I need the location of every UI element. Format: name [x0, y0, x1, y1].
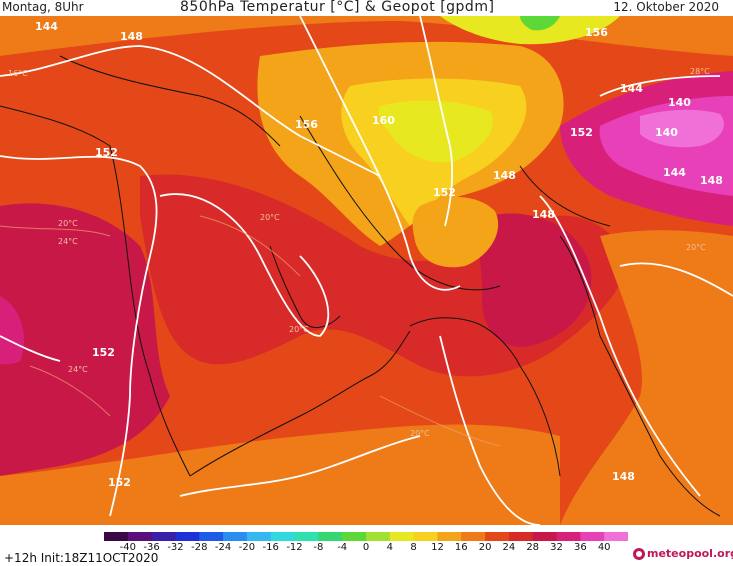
init-time: +12h Init:18Z11OCT2020	[4, 551, 159, 565]
color-scale-swatch	[270, 532, 296, 541]
header: Montag, 8Uhr 850hPa Temperatur [°C] & Ge…	[0, 0, 733, 16]
color-scale-tick: 4	[386, 542, 393, 553]
color-scale-tick: 32	[550, 542, 563, 553]
temperature-labels: 20°C 24°C 16°C 20°C 20°C 24°C 20°C 28°C …	[8, 67, 710, 438]
color-scale-tick: -28	[191, 542, 208, 553]
color-scale-tick: 28	[526, 542, 540, 553]
color-scale-tick: -32	[167, 542, 184, 553]
temp-label: 16°C	[8, 69, 28, 78]
color-scale-swatch	[413, 532, 438, 541]
geopot-label: 156	[585, 26, 608, 39]
color-scale-tick: -24	[214, 542, 232, 553]
color-scale-swatch	[223, 532, 248, 541]
temp-label: 24°C	[58, 237, 78, 246]
color-scale-tick: -4	[337, 542, 348, 553]
map-title: 850hPa Temperatur [°C] & Geopot [gpdm]	[180, 0, 495, 15]
color-scale-tick: -36	[143, 542, 160, 553]
geopot-label: 140	[655, 126, 678, 139]
color-scale-tick: 0	[362, 542, 370, 553]
geopot-label: 152	[92, 346, 115, 359]
color-scale-tick: 8	[410, 542, 417, 553]
color-scale-tick: 24	[502, 542, 516, 553]
geopot-label: 144	[620, 82, 643, 95]
geopot-label: 144	[35, 20, 58, 33]
color-scale-swatch	[246, 532, 272, 541]
color-scale-tick: -16	[262, 542, 279, 553]
color-scale-tick: -40	[119, 542, 136, 553]
geopot-label: 156	[295, 118, 318, 131]
geopot-label: 148	[700, 174, 723, 187]
forecast-date: 12. Oktober 2020	[613, 0, 719, 14]
color-scale-swatch	[127, 532, 153, 541]
color-scale-swatch	[485, 532, 510, 541]
temp-label: 28°C	[690, 67, 710, 76]
color-scale-swatch	[151, 532, 176, 541]
geopot-label: 160	[372, 114, 395, 127]
color-scale-tick: 40	[597, 542, 611, 553]
color-scale-swatch	[532, 532, 558, 541]
color-scale-tick: 12	[431, 542, 444, 553]
color-scale-tick: 20	[478, 542, 492, 553]
geopot-label: 148	[493, 169, 516, 182]
color-scale-swatch	[556, 532, 581, 541]
temp-label: 20°C	[289, 325, 309, 334]
color-scale-tick: 36	[574, 542, 587, 553]
geopot-label: 152	[95, 146, 118, 159]
color-scale-tick: -20	[238, 542, 256, 553]
color-scale-swatch	[580, 532, 605, 541]
temp-label: 20°C	[410, 429, 430, 438]
color-scale-swatch	[604, 532, 628, 541]
color-scale-swatch	[104, 532, 129, 541]
temp-label: 20°C	[58, 219, 78, 228]
temperature-field: 148 152 156 160 152 148 148 144 140 140 …	[0, 16, 733, 525]
geopot-label: 152	[108, 476, 131, 489]
color-scale-swatch	[318, 532, 343, 541]
footer: -40 -36 -32 -28 -24 -20 -16 -12 -8 -4 0 4 8 12 16 20 24 2…	[0, 525, 733, 566]
color-scale	[104, 532, 628, 541]
weather-map[interactable]: 148 152 156 160 152 148 148 144 140 140 …	[0, 16, 733, 525]
color-scale-swatch	[437, 532, 462, 541]
color-scale-ticks: -40 -36 -32 -28 -24 -20 -16 -12 -8 -4 0 4 8 12 16 20 24 2…	[0, 542, 733, 554]
valid-time: Montag, 8Uhr	[2, 0, 84, 14]
color-scale-swatch	[461, 532, 486, 541]
geopot-label: 148	[120, 30, 143, 43]
color-scale-swatch	[199, 532, 224, 541]
geopot-label: 144	[663, 166, 686, 179]
meteopool-icon	[633, 547, 645, 560]
geopot-label: 152	[570, 126, 593, 139]
geopot-label: 140	[668, 96, 691, 109]
color-scale-swatch	[175, 532, 200, 541]
brand-name: meteopool.org	[647, 547, 733, 560]
geopot-labels: 148 152 156 160 152 148 148 144 140 140 …	[35, 20, 723, 489]
geopot-label: 148	[532, 208, 555, 221]
temp-label: 24°C	[68, 365, 88, 374]
color-scale-swatch	[294, 532, 319, 541]
color-scale-tick: -12	[286, 542, 303, 553]
color-scale-swatch	[342, 532, 367, 541]
brand-logo[interactable]: meteopool.org	[633, 547, 733, 560]
color-scale-swatch	[508, 532, 534, 541]
temp-label: 20°C	[260, 213, 280, 222]
color-scale-tick: -8	[313, 542, 324, 553]
temp-label: 20°C	[686, 243, 706, 252]
color-scale-swatch	[366, 532, 391, 541]
color-scale-tick: 16	[454, 542, 468, 553]
geopot-label: 148	[612, 470, 635, 483]
color-scale-swatch	[389, 532, 415, 541]
geopot-label: 152	[433, 186, 456, 199]
